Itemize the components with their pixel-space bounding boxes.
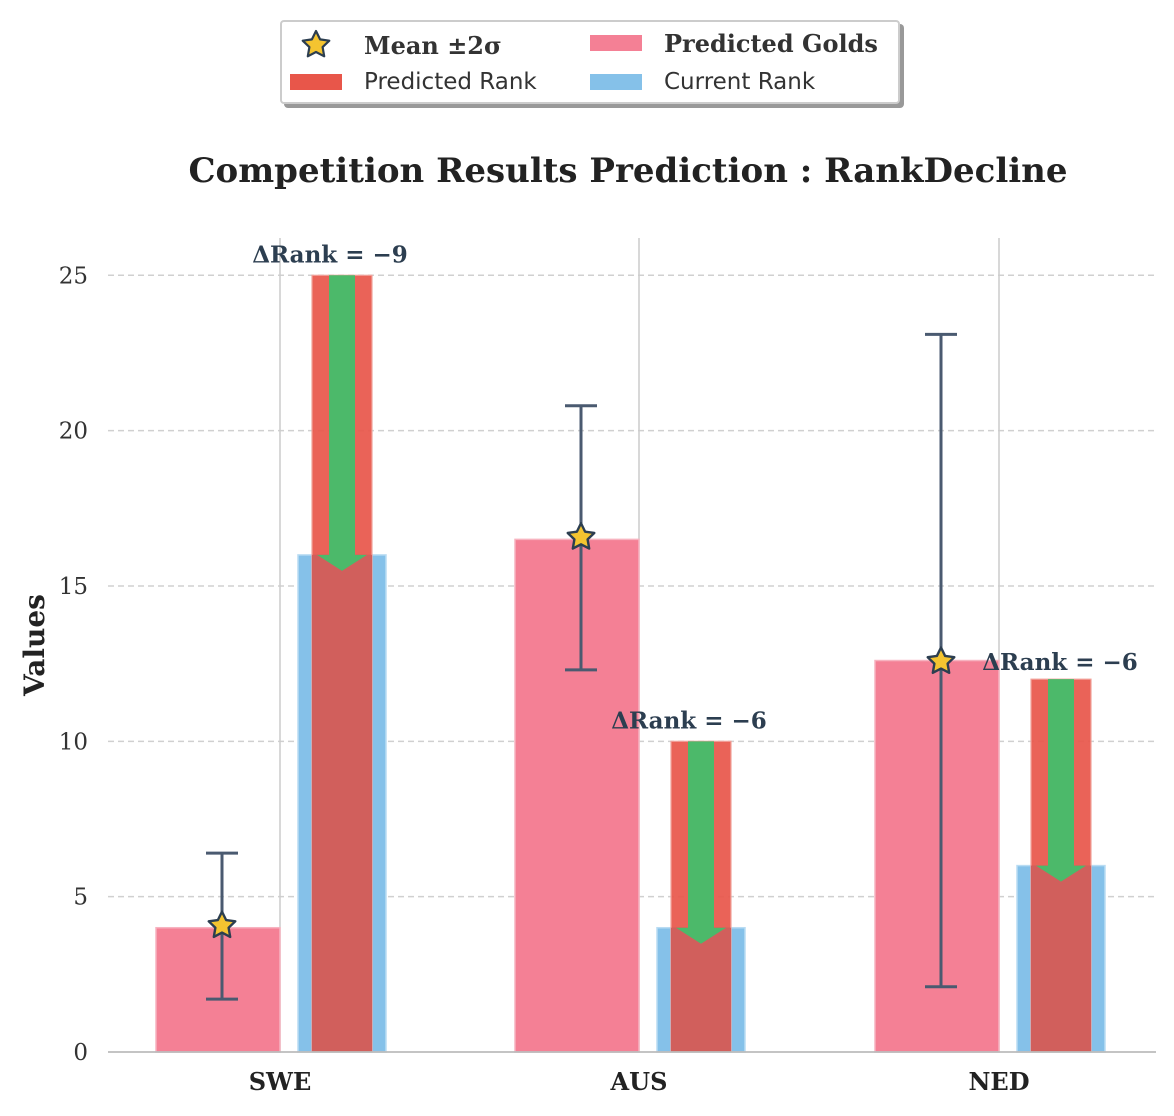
legend-swatch-golds: [590, 35, 642, 51]
legend: Mean ±2σ Predicted Golds Predicted Rank …: [280, 20, 900, 104]
star-icon: [290, 29, 342, 61]
legend-item-predicted-golds: Predicted Golds: [582, 28, 878, 58]
chart-title: Competition Results Prediction : RankDec…: [188, 151, 1067, 191]
y-tick-label: 5: [73, 885, 88, 911]
rank-change-annotation: ΔRank = −9: [252, 241, 408, 268]
overlap-bar: [312, 554, 372, 1052]
mean-star-icon: [207, 910, 237, 939]
mean-markers: [207, 522, 956, 939]
x-tick-label: NED: [968, 1067, 1029, 1096]
mean-star-icon: [926, 646, 956, 675]
legend-label-predicted-rank: Predicted Rank: [364, 69, 537, 95]
legend-swatch-current-rank: [590, 74, 642, 90]
y-axis-label: Values: [18, 594, 51, 697]
legend-label-golds: Predicted Golds: [664, 28, 878, 58]
legend-label-mean: Mean ±2σ: [364, 30, 502, 60]
y-tick-label: 20: [59, 419, 88, 445]
x-tick-label: AUS: [610, 1067, 668, 1096]
golds-bar: [155, 926, 281, 1053]
golds-bar: [514, 538, 640, 1053]
rank-change-arrows: [317, 275, 1086, 944]
axes: 0 5 10 15 20 25 SWE AUS NED: [59, 263, 1156, 1096]
mean-star-icon: [566, 522, 596, 550]
overlap-bar: [671, 927, 731, 1052]
x-tick-label: SWE: [249, 1067, 312, 1096]
legend-swatch-predicted-rank: [290, 74, 342, 90]
legend-item-current-rank: Current Rank: [582, 67, 815, 97]
bars: [155, 274, 1106, 1053]
rank-change-annotation: ΔRank = −6: [982, 649, 1138, 676]
legend-label-current-rank: Current Rank: [664, 69, 816, 95]
rank-annotations: ΔRank = −9 ΔRank = −6 ΔRank = −6: [252, 241, 1138, 734]
golds-bar: [874, 659, 1000, 1053]
rank-change-annotation: ΔRank = −6: [611, 707, 767, 734]
rank-change-arrow: [676, 741, 726, 944]
legend-item-predicted-rank: Predicted Rank: [282, 67, 537, 97]
y-tick-label: 25: [59, 263, 88, 289]
y-tick-label: 0: [73, 1040, 88, 1066]
overlap-bar: [1031, 865, 1091, 1052]
y-tick-label: 15: [59, 574, 88, 600]
rank-change-arrow: [1036, 679, 1086, 882]
y-tick-label: 10: [59, 729, 88, 755]
rank-change-arrow: [317, 275, 367, 571]
legend-item-mean: Mean ±2σ: [282, 29, 502, 61]
